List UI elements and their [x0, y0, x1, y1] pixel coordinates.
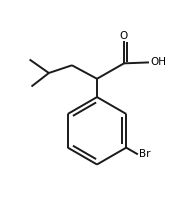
Text: OH: OH [150, 57, 166, 67]
Text: Br: Br [139, 149, 150, 159]
Text: O: O [119, 31, 127, 41]
